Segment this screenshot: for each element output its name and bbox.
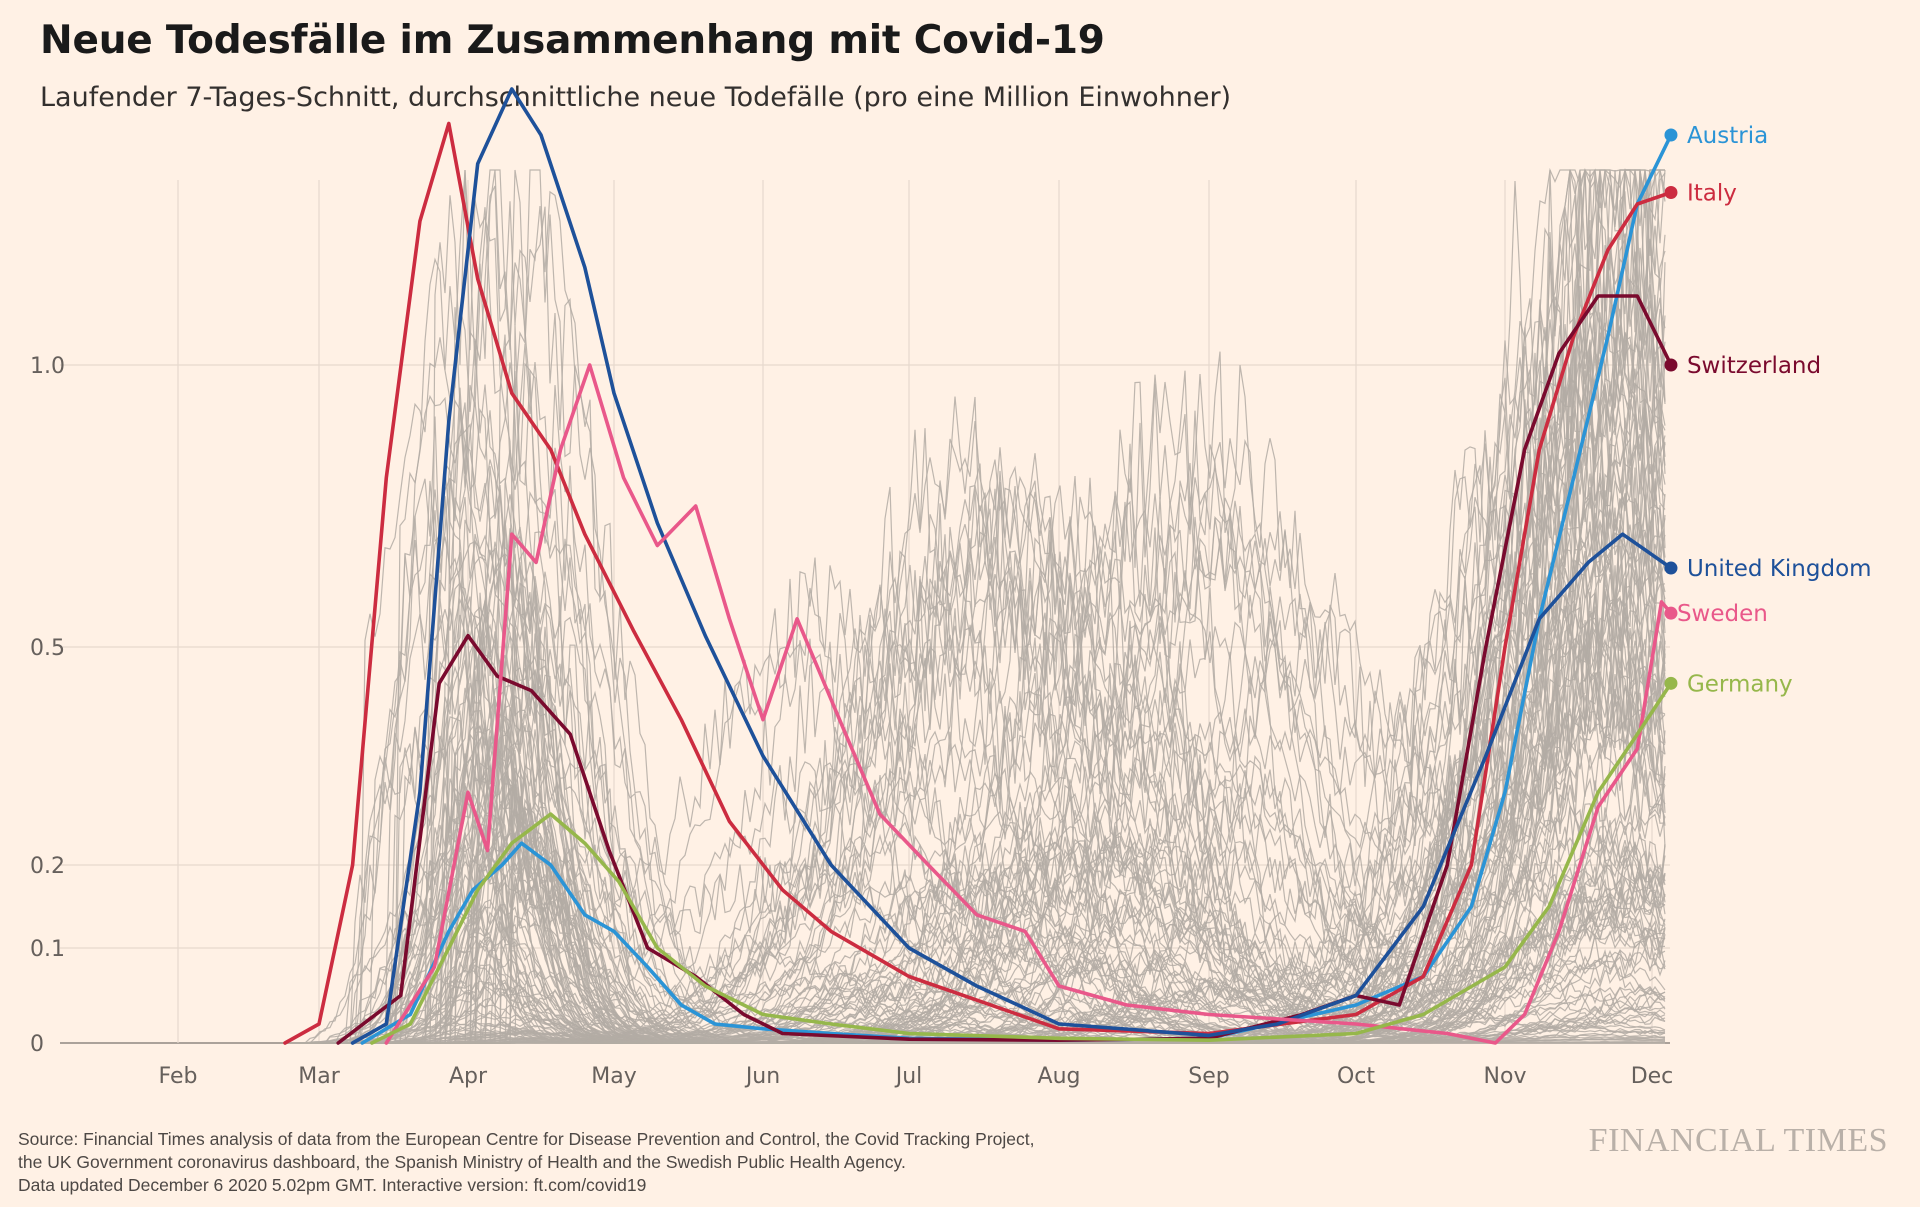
ft-logo-text: FINANCIAL TIMES [1588, 1122, 1888, 1159]
source-line-1: Source: Financial Times analysis of data… [18, 1129, 1035, 1149]
background-country-line [285, 472, 1666, 1044]
x-axis-ticks: Feb Mar Apr May Jun Jul Aug Sep Oct Nov Dec [159, 1064, 1674, 1089]
y-tick-label: 0.2 [30, 854, 65, 879]
background-country-line [285, 764, 1666, 1044]
background-country-line [285, 317, 1666, 1044]
series-label: Austria [1687, 123, 1768, 149]
x-tick-label: Nov [1484, 1064, 1527, 1089]
background-country-line [285, 534, 1666, 1044]
series-labels: Austria Italy Switzerland United Kingdom Swe… [1677, 123, 1872, 697]
background-country-line [285, 826, 1666, 1044]
y-tick-label: 0 [30, 1032, 44, 1057]
series-label: Italy [1687, 181, 1737, 207]
x-tick-label: Aug [1038, 1064, 1081, 1089]
x-tick-label: Mar [298, 1064, 340, 1089]
background-country-line [285, 402, 1666, 1044]
series-label: Germany [1687, 671, 1793, 697]
series-line-united-kingdom [350, 87, 1673, 1045]
x-tick-label: Sep [1188, 1064, 1229, 1089]
background-country-line [285, 797, 1666, 1044]
background-country-line [285, 512, 1666, 1044]
series-label: Switzerland [1687, 353, 1821, 379]
series-end-point [1664, 676, 1678, 690]
x-tick-label: Feb [159, 1064, 198, 1089]
background-country-line [285, 798, 1666, 1044]
x-tick-label: Jun [744, 1064, 780, 1089]
series-line-sweden [384, 363, 1673, 1045]
chart-svg: 0 0.1 0.2 0.5 1.0 Feb Mar Apr May Jun Jul Aug Sep Oc… [30, 87, 1872, 1089]
background-country-line [285, 169, 1666, 1044]
background-country-line [285, 561, 1666, 1044]
background-country-line [285, 402, 1666, 1044]
background-country-line [285, 169, 1666, 1044]
series-line-switzerland [336, 294, 1673, 1045]
background-country-line [285, 331, 1666, 1044]
series-line-austria [360, 133, 1673, 1045]
x-tick-label: Dec [1631, 1064, 1674, 1089]
series-label: United Kingdom [1687, 556, 1872, 582]
background-country-line [285, 521, 1666, 1044]
chart-title: Neue Todesfälle im Zusammenhang mit Covi… [40, 18, 1105, 63]
x-tick-label: May [591, 1064, 636, 1089]
chart-subtitle: Laufender 7-Tages-Schnitt, durchschnittl… [40, 82, 1232, 113]
highlighted-series [283, 87, 1678, 1045]
background-country-line [285, 301, 1666, 1044]
series-line-germany [370, 681, 1673, 1045]
source-footer: Source: Financial Times analysis of data… [18, 1128, 1034, 1197]
background-country-line [285, 553, 1666, 1044]
source-line-3: Data updated December 6 2020 5.02pm GMT.… [18, 1175, 647, 1195]
x-tick-label: Jul [894, 1064, 923, 1089]
series-label: Sweden [1677, 601, 1768, 627]
x-tick-label: Oct [1337, 1064, 1375, 1089]
source-line-2: the UK Government coronavirus dashboard,… [18, 1152, 906, 1172]
series-end-point [1664, 561, 1678, 575]
background-country-line [285, 672, 1665, 1044]
series-end-point [1664, 606, 1678, 620]
background-country-line [285, 169, 1666, 1044]
y-tick-label: 0.5 [30, 636, 65, 661]
series-end-point [1664, 128, 1678, 142]
series-end-point [1664, 186, 1678, 199]
y-tick-label: 0.1 [30, 937, 65, 962]
background-country-line [285, 343, 1666, 1044]
y-axis-ticks: 0 0.1 0.2 0.5 1.0 [30, 354, 65, 1057]
series-line-italy [283, 121, 1673, 1045]
x-tick-label: Apr [449, 1064, 488, 1089]
y-tick-label: 1.0 [30, 354, 65, 379]
series-end-point [1664, 358, 1678, 372]
background-country-line [285, 169, 1666, 1044]
background-country-line [285, 580, 1666, 1044]
